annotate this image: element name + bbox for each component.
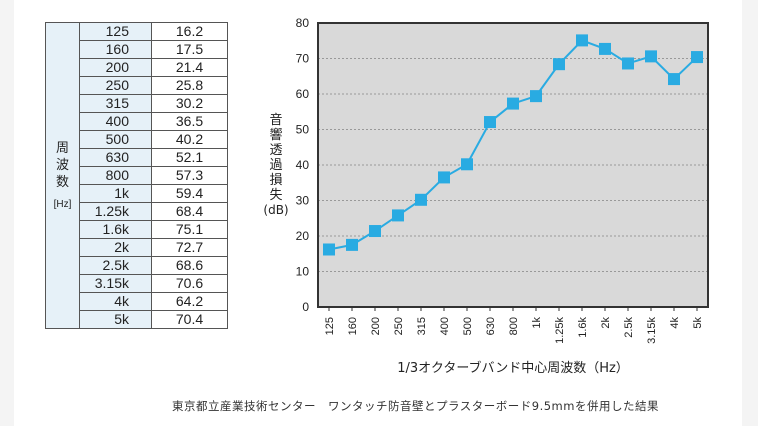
- data-point: [553, 58, 565, 71]
- table-row: 315 30.2: [46, 94, 228, 113]
- y-tick-label: 10: [296, 265, 310, 279]
- value-cell: 30.2: [151, 94, 228, 113]
- x-tick-label: 3.15k: [646, 317, 658, 344]
- y-axis-label: 響: [269, 127, 282, 143]
- frequency-cell: 200: [79, 58, 152, 77]
- data-point: [599, 42, 611, 55]
- table-row: 4k 64.2: [46, 292, 228, 311]
- data-point: [438, 171, 450, 184]
- frequency-cell: 4k: [79, 292, 152, 311]
- frequency-header: 周波数 [Hz]: [45, 22, 80, 329]
- y-axis-label: 損: [269, 173, 282, 188]
- x-tick-label: 250: [393, 317, 405, 335]
- data-point: [507, 97, 519, 110]
- table-row: 160 17.5: [46, 40, 228, 59]
- x-tick-label: 4k: [669, 317, 681, 329]
- y-axis-label: 過: [269, 158, 282, 173]
- value-cell: 21.4: [151, 58, 228, 77]
- frequency-cell: 1k: [79, 184, 152, 203]
- value-cell: 70.6: [151, 274, 228, 293]
- y-axis-label: (dB): [263, 203, 288, 217]
- value-cell: 68.4: [151, 202, 228, 221]
- x-tick-label: 630: [485, 317, 497, 335]
- value-cell: 70.4: [151, 310, 228, 329]
- y-tick-label: 0: [302, 300, 309, 314]
- value-cell: 64.2: [151, 292, 228, 311]
- table-row: 630 52.1: [46, 148, 228, 167]
- value-cell: 57.3: [151, 166, 228, 185]
- y-tick-label: 30: [296, 194, 310, 208]
- data-point: [668, 73, 680, 86]
- caption: 東京都立産業技術センター ワンタッチ防音壁とプラスターボード9.5mmを併用した…: [172, 399, 659, 413]
- table-row: 200 21.4: [46, 58, 228, 77]
- x-tick-label: 200: [370, 317, 382, 335]
- y-axis-label: 透: [269, 143, 282, 158]
- data-table: 周波数 [Hz] 125 16.2 160 17.5 200 21.4 250 25.8 315 30…: [45, 22, 228, 329]
- data-point: [415, 193, 427, 206]
- data-point: [369, 225, 381, 238]
- table-row: 3.15k 70.6: [46, 274, 228, 293]
- data-point: [530, 90, 542, 103]
- x-tick-label: 1.6k: [577, 317, 589, 338]
- x-tick-label: 5k: [692, 317, 704, 329]
- data-point: [691, 51, 703, 64]
- x-tick-label: 500: [462, 317, 474, 335]
- table-row: 5k 70.4: [46, 310, 228, 329]
- x-tick-label: 2k: [600, 317, 612, 329]
- x-tick-label: 315: [416, 317, 428, 335]
- y-tick-label: 60: [296, 87, 310, 101]
- table-row: 500 40.2: [46, 130, 228, 149]
- frequency-cell: 500: [79, 130, 152, 149]
- y-tick-label: 40: [296, 158, 310, 172]
- table-row: 250 25.8: [46, 76, 228, 95]
- frequency-cell: 2.5k: [79, 256, 152, 275]
- x-tick-label: 2.5k: [623, 317, 635, 338]
- frequency-cell: 1.6k: [79, 220, 152, 239]
- value-cell: 17.5: [151, 40, 228, 59]
- x-tick-label: 1k: [531, 317, 543, 329]
- table-row: 1.6k 75.1: [46, 220, 228, 239]
- x-axis-label: 1/3オクターブバンド中心周波数（Hz）: [397, 360, 629, 376]
- x-tick-label: 160: [347, 317, 359, 335]
- value-cell: 68.6: [151, 256, 228, 275]
- data-point: [645, 50, 657, 63]
- table-row: 400 36.5: [46, 112, 228, 131]
- data-point: [323, 243, 335, 256]
- x-tick-label: 1.25k: [554, 317, 566, 344]
- table-row: 周波数 [Hz] 125 16.2: [45, 22, 228, 329]
- data-point: [576, 34, 588, 47]
- frequency-cell: 630: [79, 148, 152, 167]
- frequency-cell: 1.25k: [79, 202, 152, 221]
- y-axis-label: 失: [269, 188, 282, 203]
- y-axis-label: 音: [269, 112, 282, 128]
- table-row: 2k 72.7: [46, 238, 228, 257]
- frequency-cell: 315: [79, 94, 152, 113]
- data-point: [346, 238, 358, 251]
- table-row: 1.25k 68.4: [46, 202, 228, 221]
- y-tick-label: 80: [296, 16, 310, 30]
- data-point: [484, 116, 496, 129]
- value-cell: 36.5: [151, 112, 228, 131]
- table-row: 2.5k 68.6: [46, 256, 228, 275]
- plot-area: [318, 23, 708, 307]
- value-cell: 25.8: [151, 76, 228, 95]
- data-point: [622, 57, 634, 70]
- value-cell: 75.1: [151, 220, 228, 239]
- frequency-cell: 2k: [79, 238, 152, 257]
- value-cell: 72.7: [151, 238, 228, 257]
- frequency-cell: 400: [79, 112, 152, 131]
- y-tick-label: 20: [296, 229, 310, 243]
- x-tick-label: 800: [508, 317, 520, 335]
- y-tick-label: 50: [296, 123, 310, 137]
- data-point: [392, 209, 404, 222]
- x-tick-label: 125: [324, 317, 336, 335]
- value-cell: 52.1: [151, 148, 228, 167]
- data-point: [461, 158, 473, 171]
- y-tick-label: 70: [296, 52, 310, 66]
- x-tick-label: 400: [439, 317, 451, 335]
